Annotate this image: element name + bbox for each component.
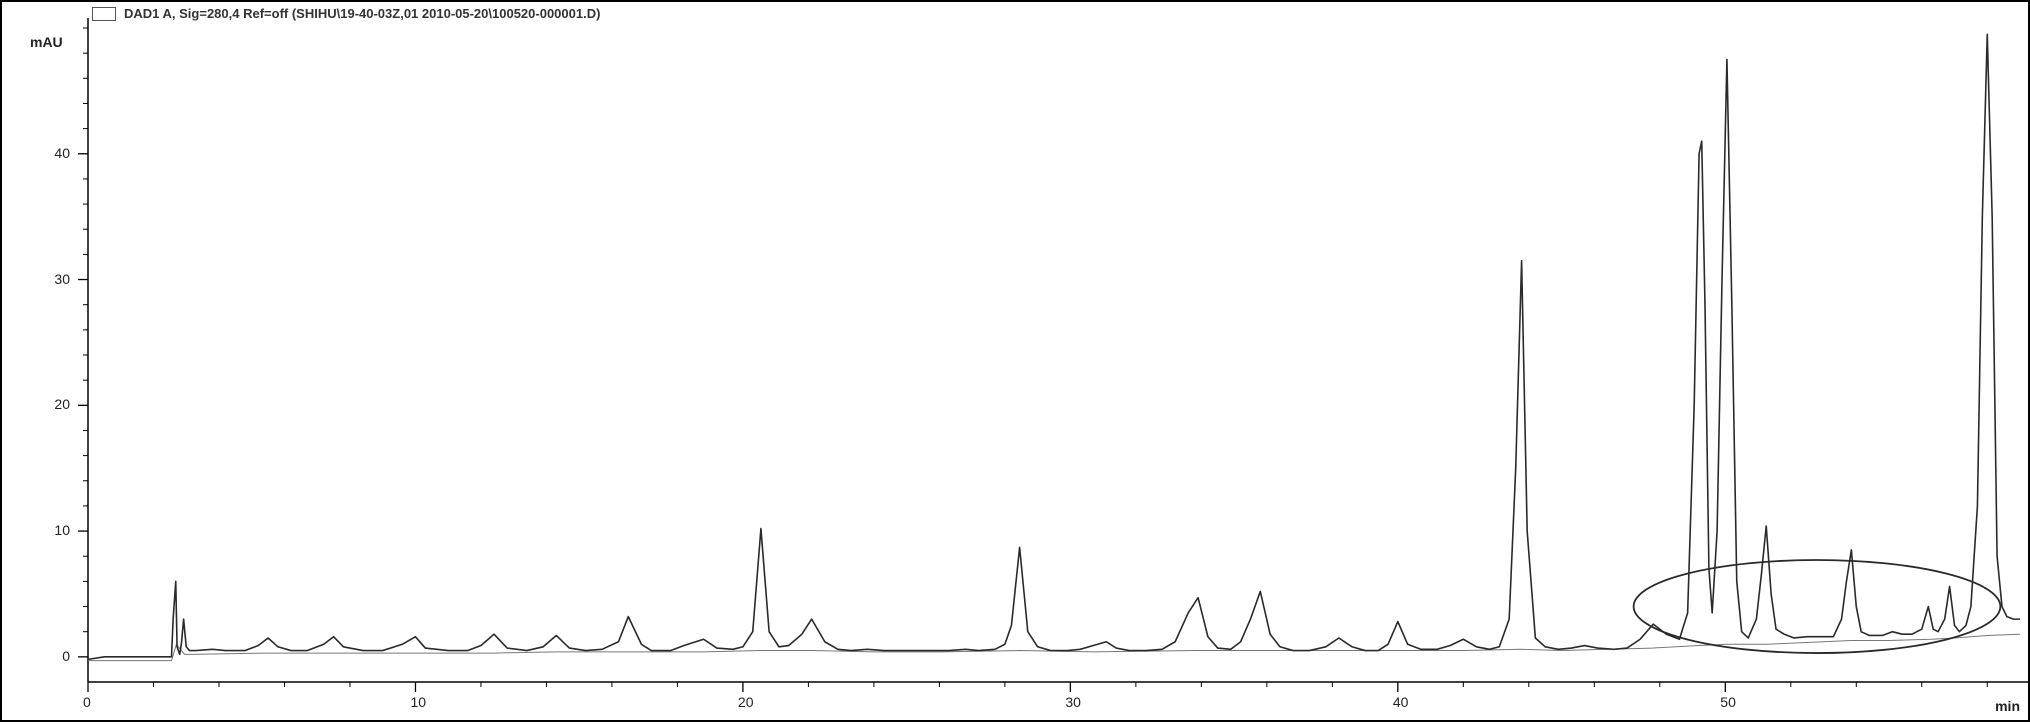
ytick-marks xyxy=(78,28,88,657)
axes-group xyxy=(78,18,2028,692)
plot-svg xyxy=(2,2,2030,724)
xtick-marks xyxy=(88,682,1987,692)
chart-frame: DAD1 A, Sig=280,4 Ref=off (SHIHU\19-40-0… xyxy=(0,0,2030,722)
